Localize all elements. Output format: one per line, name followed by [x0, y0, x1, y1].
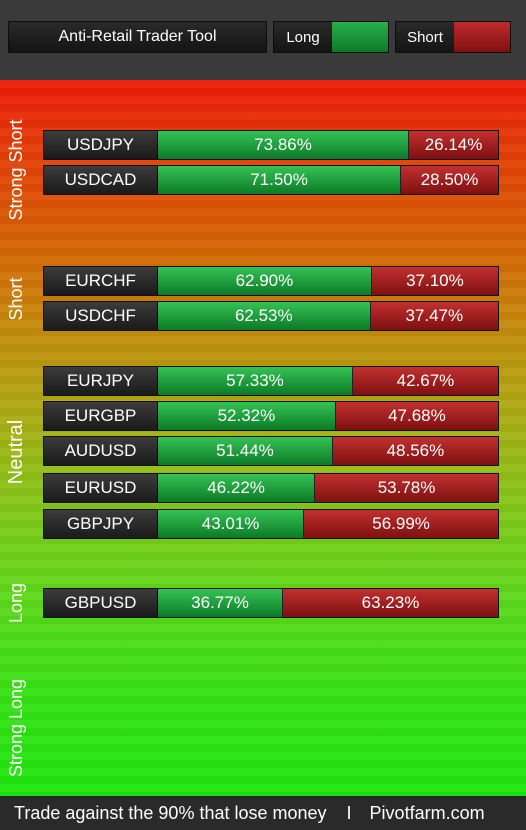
footer-site-link[interactable]: Pivotfarm.com [369, 802, 485, 823]
pair-name: AUDUSD [44, 437, 158, 465]
short-percentage-segment: 37.10% [371, 267, 498, 295]
pair-name: USDCAD [44, 166, 158, 194]
zone-label-neutral: Neutral [5, 419, 27, 485]
sentiment-bar: 46.22% 53.78% [158, 474, 498, 502]
short-percentage-segment: 47.68% [335, 402, 498, 430]
pair-row-usdcad[interactable]: USDCAD 71.50% 28.50% [43, 165, 499, 195]
footer-bar: Trade against the 90% that lose money I … [0, 796, 526, 830]
sentiment-bar: 62.90% 37.10% [158, 267, 498, 295]
sentiment-bar: 36.77% 63.23% [158, 589, 498, 617]
pair-name: EURJPY [44, 367, 158, 395]
zone-label-long: Long [6, 582, 26, 624]
short-percentage-segment: 56.99% [304, 510, 498, 538]
footer-tagline: Trade against the 90% that lose money [14, 802, 327, 823]
footer-separator: I [346, 802, 352, 823]
short-percentage-segment: 26.14% [409, 131, 498, 159]
sentiment-bar: 52.32% 47.68% [158, 402, 498, 430]
long-percentage-segment: 51.44% [158, 437, 333, 465]
zone-label-strong-long: Strong Long [6, 678, 26, 778]
long-percentage-segment: 73.86% [158, 131, 410, 159]
pair-row-usdchf[interactable]: USDCHF 62.53% 37.47% [43, 301, 499, 331]
pair-row-audusd[interactable]: AUDUSD 51.44% 48.56% [43, 436, 499, 466]
long-percentage-segment: 71.50% [158, 166, 402, 194]
sentiment-bar: 51.44% 48.56% [158, 437, 498, 465]
pair-name: EURUSD [44, 474, 158, 502]
long-percentage-segment: 57.33% [158, 367, 353, 395]
long-percentage-segment: 36.77% [158, 589, 284, 617]
app-title-text: Anti-Retail Trader Tool [58, 28, 217, 45]
zone-label-short: Short [6, 277, 26, 321]
pair-name: USDCHF [44, 302, 158, 330]
pair-row-gbpusd[interactable]: GBPUSD 36.77% 63.23% [43, 588, 499, 618]
long-percentage-segment: 62.53% [158, 302, 371, 330]
zone-label-strong-short: Strong Short [6, 119, 26, 221]
short-percentage-segment: 37.47% [370, 302, 498, 330]
pair-name: GBPUSD [44, 589, 158, 617]
legend-short-label: Short [407, 28, 443, 46]
header-bar: Anti-Retail Trader Tool Long Short [0, 0, 526, 80]
legend-long-label: Long [286, 28, 320, 46]
long-percentage-segment: 46.22% [158, 474, 316, 502]
long-percentage-segment: 43.01% [158, 510, 305, 538]
pair-row-gbpjpy[interactable]: GBPJPY 43.01% 56.99% [43, 509, 499, 539]
short-percentage-segment: 28.50% [401, 166, 498, 194]
pair-row-eurchf[interactable]: EURCHF 62.90% 37.10% [43, 266, 499, 296]
long-percentage-segment: 62.90% [158, 267, 372, 295]
pair-name: USDJPY [44, 131, 158, 159]
sentiment-bar: 57.33% 42.67% [158, 367, 498, 395]
pair-name: GBPJPY [44, 510, 158, 538]
short-percentage-segment: 48.56% [332, 437, 498, 465]
legend-short-swatch [454, 22, 510, 52]
pair-name: EURGBP [44, 402, 158, 430]
legend-long-swatch [332, 22, 388, 52]
pair-name: EURCHF [44, 267, 158, 295]
sentiment-bar: 62.53% 37.47% [158, 302, 498, 330]
pair-row-usdjpy[interactable]: USDJPY 73.86% 26.14% [43, 130, 499, 160]
sentiment-bar: 71.50% 28.50% [158, 166, 498, 194]
pair-row-eurusd[interactable]: EURUSD 46.22% 53.78% [43, 473, 499, 503]
sentiment-bar: 73.86% 26.14% [158, 131, 498, 159]
short-percentage-segment: 42.67% [352, 367, 498, 395]
sentiment-bar: 43.01% 56.99% [158, 510, 498, 538]
pair-row-eurgbp[interactable]: EURGBP 52.32% 47.68% [43, 401, 499, 431]
legend-long: Long [273, 21, 389, 53]
long-percentage-segment: 52.32% [158, 402, 336, 430]
pair-row-eurjpy[interactable]: EURJPY 57.33% 42.67% [43, 366, 499, 396]
short-percentage-segment: 53.78% [315, 474, 498, 502]
legend-short: Short [395, 21, 511, 53]
sentiment-gradient-panel: Strong Short Short Neutral Long Strong L… [0, 80, 526, 796]
short-percentage-segment: 63.23% [283, 589, 498, 617]
app-title: Anti-Retail Trader Tool [8, 21, 267, 53]
